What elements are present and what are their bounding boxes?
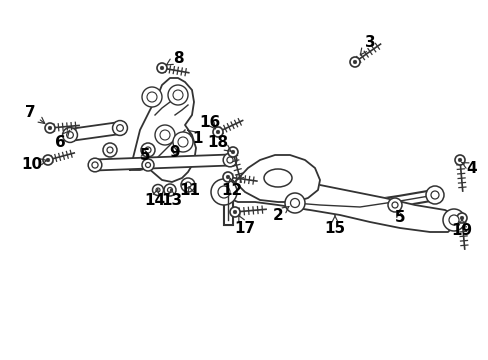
Text: 12: 12 <box>221 178 242 198</box>
Text: 4: 4 <box>461 161 476 176</box>
Text: 2: 2 <box>272 207 288 222</box>
Circle shape <box>442 209 464 231</box>
Text: 5: 5 <box>140 148 150 162</box>
Circle shape <box>160 130 170 140</box>
Circle shape <box>457 158 461 162</box>
Circle shape <box>107 147 113 153</box>
Circle shape <box>459 216 463 220</box>
Circle shape <box>168 85 187 105</box>
Text: 16: 16 <box>199 114 220 130</box>
Circle shape <box>103 143 117 157</box>
Circle shape <box>46 158 50 162</box>
Circle shape <box>156 188 160 192</box>
Circle shape <box>425 186 443 204</box>
Circle shape <box>184 182 191 188</box>
Polygon shape <box>130 78 196 182</box>
Circle shape <box>163 184 176 196</box>
Circle shape <box>213 127 223 137</box>
Circle shape <box>229 207 240 217</box>
Text: 8: 8 <box>166 50 183 66</box>
Circle shape <box>141 143 155 157</box>
Circle shape <box>285 193 305 213</box>
Text: 18: 18 <box>207 135 231 152</box>
Circle shape <box>454 155 464 165</box>
Text: 10: 10 <box>21 157 47 171</box>
Circle shape <box>173 132 193 152</box>
Circle shape <box>112 121 127 135</box>
Circle shape <box>210 179 237 205</box>
Circle shape <box>226 157 233 163</box>
Circle shape <box>62 127 77 143</box>
Ellipse shape <box>264 169 291 187</box>
Circle shape <box>178 137 187 147</box>
Text: 5: 5 <box>394 210 405 225</box>
Circle shape <box>117 125 123 131</box>
Circle shape <box>142 159 154 171</box>
Circle shape <box>233 210 236 214</box>
Text: 6: 6 <box>55 130 70 149</box>
Circle shape <box>349 57 359 67</box>
Circle shape <box>218 186 229 198</box>
Circle shape <box>430 191 438 199</box>
Circle shape <box>456 213 466 223</box>
Text: 3: 3 <box>360 35 375 55</box>
Circle shape <box>173 90 183 100</box>
Text: 14: 14 <box>144 189 165 207</box>
Circle shape <box>223 172 232 182</box>
Text: 11: 11 <box>179 183 200 198</box>
Circle shape <box>231 150 234 154</box>
Text: 15: 15 <box>324 215 345 235</box>
Circle shape <box>216 130 219 134</box>
Circle shape <box>145 162 150 167</box>
Circle shape <box>167 188 172 193</box>
Circle shape <box>352 60 356 64</box>
Circle shape <box>290 198 299 207</box>
Circle shape <box>391 202 397 208</box>
Text: 17: 17 <box>234 215 255 235</box>
Circle shape <box>66 132 73 138</box>
Circle shape <box>152 185 163 195</box>
Text: 19: 19 <box>450 219 471 238</box>
Circle shape <box>147 92 157 102</box>
Text: 1: 1 <box>187 130 203 145</box>
Polygon shape <box>69 122 121 141</box>
Text: 9: 9 <box>169 144 180 159</box>
Circle shape <box>227 147 238 157</box>
Circle shape <box>160 66 163 70</box>
Text: 7: 7 <box>24 104 45 123</box>
Circle shape <box>157 63 167 73</box>
Circle shape <box>88 158 102 172</box>
Circle shape <box>45 123 55 133</box>
Polygon shape <box>224 178 454 232</box>
Circle shape <box>92 162 98 168</box>
Text: 13: 13 <box>161 189 182 207</box>
Circle shape <box>145 147 151 153</box>
Circle shape <box>448 215 458 225</box>
Polygon shape <box>95 154 230 171</box>
Circle shape <box>142 87 162 107</box>
Circle shape <box>155 125 175 145</box>
Circle shape <box>226 175 229 179</box>
Circle shape <box>43 155 53 165</box>
Polygon shape <box>235 155 319 202</box>
Circle shape <box>223 153 236 167</box>
Circle shape <box>387 198 401 212</box>
Circle shape <box>48 126 52 130</box>
Circle shape <box>181 178 195 192</box>
